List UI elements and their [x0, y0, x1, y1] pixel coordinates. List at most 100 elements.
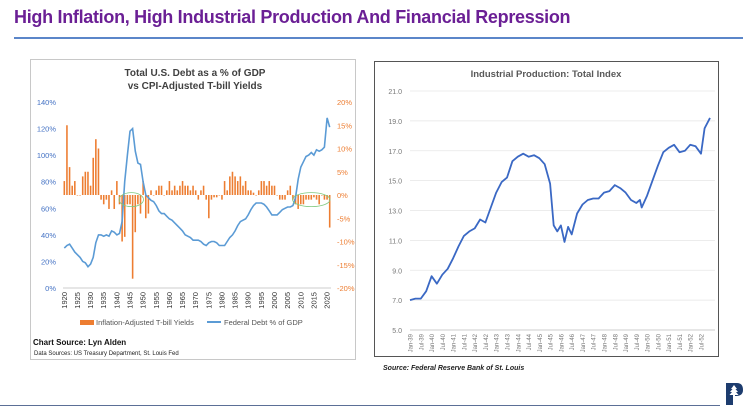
yield-bar: [197, 195, 200, 200]
x-axis-tick-label: Jul-40: [441, 333, 447, 350]
yield-bar: [273, 185, 276, 195]
right-axis-tick-label: -10%: [337, 238, 355, 247]
yield-bar: [105, 195, 108, 200]
yield-bar: [152, 195, 155, 196]
x-axis-tick-label: Jan-50: [646, 333, 652, 352]
yield-bar: [221, 195, 223, 200]
y-axis-tick-label: 7.0: [392, 298, 402, 305]
x-axis-tick-label: Jul-45: [549, 333, 555, 350]
yield-bar: [187, 185, 189, 195]
yield-bar: [223, 181, 226, 195]
y-axis-tick-label: 13.0: [388, 209, 402, 216]
debt-line: [63, 117, 331, 268]
x-axis-tick-label: Jul-43: [506, 333, 512, 350]
page-title: High Inflation, High Industrial Producti…: [14, 7, 571, 27]
yield-bar: [110, 190, 113, 195]
x-axis-tick-label: 1925: [73, 292, 82, 309]
yield-bar: [97, 148, 100, 195]
x-axis-tick-label: 1940: [112, 292, 121, 309]
company-logo-icon: [726, 383, 743, 405]
yield-bar: [302, 195, 305, 205]
source-note: Source: Federal Reserve Bank of St. Loui…: [383, 365, 525, 372]
legend-debt-label: Federal Debt % of GDP: [224, 318, 303, 327]
x-axis-tick-label: 1985: [231, 292, 240, 309]
y-axis-tick-label: 11.0: [389, 238, 402, 245]
yield-bar: [63, 181, 66, 195]
yield-bar: [281, 195, 284, 200]
yield-bar: [102, 195, 105, 205]
y-axis-tick-label: 21.0: [388, 89, 402, 96]
yield-bar: [250, 190, 252, 195]
yield-bar: [200, 190, 202, 195]
yield-bar: [173, 185, 176, 195]
highlight-ellipse: [292, 192, 331, 208]
x-axis-tick-label: Jul-50: [656, 333, 662, 350]
chart1-title-line2: vs CPI-Adjusted T-bill Yields: [128, 81, 263, 92]
yield-bar: [299, 195, 302, 205]
yield-bar: [231, 171, 234, 195]
yield-bar: [318, 195, 320, 205]
y-axis-tick-label: 5.0: [392, 328, 402, 335]
yield-bar: [208, 195, 210, 219]
yield-bar: [76, 195, 79, 196]
yield-bar: [147, 195, 150, 214]
right-axis-tick-label: 10%: [337, 145, 352, 154]
x-axis-tick-label: 1935: [99, 292, 108, 309]
left-axis-tick-label: 120%: [37, 125, 57, 134]
x-axis-tick-label: Jul-52: [700, 333, 706, 350]
yield-bar: [181, 181, 184, 195]
y-axis-tick-label: 19.0: [388, 119, 402, 126]
left-axis-tick-label: 80%: [41, 178, 56, 187]
yield-bar: [160, 185, 163, 195]
yield-bar: [310, 195, 313, 200]
yield-bar: [244, 181, 247, 195]
x-axis-tick-label: 2005: [283, 292, 292, 309]
yield-bar: [313, 195, 315, 198]
x-axis-tick-label: Jul-49: [635, 333, 641, 350]
yield-bar: [163, 195, 165, 196]
debt-vs-yield-chart-frame: [30, 59, 356, 360]
yield-bar: [218, 195, 221, 196]
yield-bar: [150, 190, 152, 195]
yield-bar: [326, 195, 328, 200]
x-axis-tick-label: Jul-39: [419, 333, 425, 350]
x-axis-tick-label: Jul-47: [592, 333, 598, 350]
right-axis-tick-label: -20%: [337, 284, 355, 293]
title-divider: [14, 37, 743, 39]
yield-bar: [328, 195, 331, 228]
yield-bar: [247, 190, 250, 195]
yield-bar: [236, 181, 239, 195]
left-axis-tick-label: 40%: [41, 231, 56, 240]
yield-bar: [268, 181, 271, 195]
x-axis-tick-label: Jul-42: [484, 333, 490, 350]
x-axis-tick-label: 1950: [139, 292, 148, 309]
yield-bar: [263, 181, 265, 195]
yield-bar: [137, 195, 139, 205]
yield-bar: [71, 185, 73, 195]
yield-bar: [215, 195, 218, 198]
left-axis-tick-label: 20%: [41, 257, 56, 266]
x-axis-tick-label: 1930: [86, 292, 95, 309]
x-axis-tick-label: 2015: [309, 292, 318, 309]
x-axis-tick-label: 1995: [257, 292, 266, 309]
yield-bar: [255, 195, 257, 196]
yield-bar: [229, 176, 231, 195]
x-axis-tick-label: Jan-45: [538, 333, 544, 352]
yield-bar: [66, 125, 68, 195]
x-axis-tick-label: Jan-47: [581, 333, 587, 352]
yield-bar: [276, 195, 278, 196]
data-sources: Data Sources: US Treasury Department, St…: [34, 351, 179, 357]
x-axis-tick-label: 1965: [178, 292, 187, 309]
yield-bar: [323, 195, 326, 200]
x-axis-tick-label: Jan-42: [473, 333, 479, 352]
left-axis-tick-label: 100%: [37, 151, 57, 160]
x-axis-tick-label: Jan-46: [559, 333, 565, 352]
x-axis-tick-label: Jan-51: [667, 333, 673, 352]
left-axis-tick-label: 0%: [45, 284, 56, 293]
x-axis-tick-label: Jan-48: [603, 333, 609, 352]
yield-bar: [265, 185, 268, 195]
right-axis-tick-label: -15%: [337, 261, 355, 270]
yield-bar: [252, 192, 255, 195]
right-axis-tick-label: 0%: [337, 191, 348, 200]
yield-bar: [81, 176, 84, 195]
